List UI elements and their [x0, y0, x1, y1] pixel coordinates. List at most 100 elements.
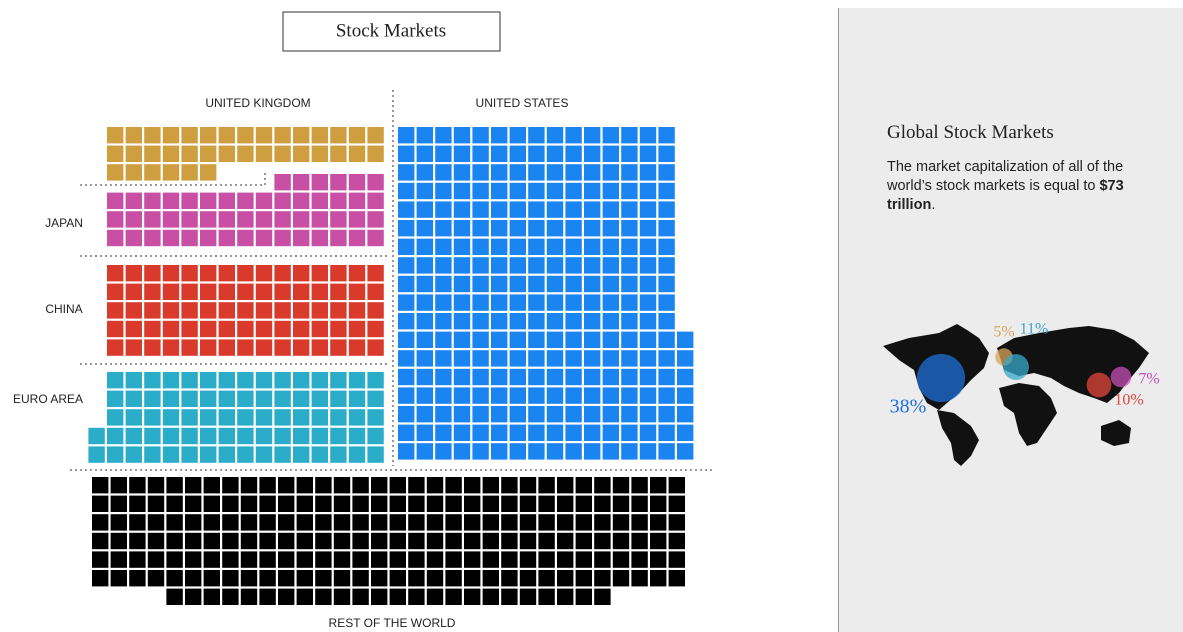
waffle-square: [352, 588, 369, 605]
waffle-square: [464, 551, 481, 568]
waffle-square: [348, 446, 366, 463]
waffle-square: [200, 265, 217, 282]
waffle-square: [631, 570, 648, 587]
waffle-square: [472, 201, 489, 218]
waffle-square: [296, 551, 313, 568]
waffle-square: [144, 302, 161, 319]
waffle-square: [584, 406, 601, 423]
waffle-square: [509, 257, 526, 274]
waffle-square: [144, 127, 161, 144]
waffle-square: [144, 229, 161, 247]
waffle-square: [519, 532, 537, 550]
waffle-square: [435, 350, 452, 367]
region-label: REST OF THE WORLD: [329, 616, 456, 630]
waffle-square: [453, 127, 471, 144]
waffle-square: [237, 446, 254, 463]
waffle-square: [259, 532, 276, 550]
waffle-square: [538, 551, 555, 568]
waffle-square: [181, 339, 198, 356]
waffle-square: [274, 302, 291, 319]
waffle-square: [107, 390, 124, 407]
waffle-square: [575, 514, 592, 531]
waffle-square: [185, 477, 202, 494]
waffle-square: [639, 443, 657, 460]
waffle-square: [162, 339, 180, 356]
waffle-square: [565, 368, 582, 386]
waffle-square: [274, 127, 291, 144]
waffle-square: [509, 313, 526, 330]
waffle-square: [240, 495, 258, 512]
waffle-square: [371, 551, 388, 568]
panel-title: Global Stock Markets: [887, 122, 1054, 143]
waffle-square: [315, 588, 332, 605]
waffle-square: [166, 514, 183, 531]
waffle-square: [416, 331, 433, 348]
waffle-square: [435, 406, 452, 423]
waffle-square: [658, 443, 675, 460]
waffle-square: [408, 477, 425, 494]
waffle-square: [240, 477, 258, 494]
waffle-square: [482, 532, 499, 550]
waffle-square: [255, 427, 273, 445]
waffle-square: [240, 570, 258, 587]
waffle-square: [162, 320, 180, 338]
waffle-square: [472, 164, 489, 181]
waffle-square: [575, 532, 592, 550]
waffle-square: [166, 495, 183, 512]
waffle-square: [584, 220, 601, 237]
waffle-square: [296, 532, 313, 550]
waffle-square: [426, 551, 444, 568]
waffle-square: [278, 514, 295, 531]
waffle-square: [565, 275, 582, 293]
waffle-square: [129, 551, 146, 568]
waffle-square: [557, 495, 574, 512]
waffle-square: [255, 211, 273, 228]
waffle-square: [453, 257, 471, 274]
waffle-square: [668, 570, 685, 587]
waffle-square: [621, 182, 638, 200]
waffle-square: [519, 570, 537, 587]
waffle-square: [584, 350, 601, 367]
waffle-square: [501, 570, 518, 587]
waffle-square: [218, 265, 235, 282]
waffle-square: [416, 201, 433, 218]
waffle-square: [200, 283, 217, 300]
waffle-square: [348, 427, 366, 445]
waffle-square: [639, 275, 657, 293]
waffle-square: [658, 257, 675, 274]
waffle-square: [528, 424, 545, 441]
waffle-square: [668, 551, 685, 568]
market-bubble: [1086, 372, 1112, 398]
waffle-square: [125, 265, 142, 282]
waffle-square: [546, 127, 564, 144]
waffle-square: [575, 551, 592, 568]
waffle-square: [330, 320, 347, 338]
waffle-square: [639, 238, 657, 255]
waffle-square: [274, 229, 291, 247]
waffle-square: [278, 551, 295, 568]
waffle-square: [677, 368, 694, 386]
waffle-square: [464, 514, 481, 531]
waffle-square: [200, 145, 217, 162]
waffle-square: [255, 302, 273, 319]
waffle-square: [398, 238, 415, 255]
waffle-square: [509, 406, 526, 423]
waffle-square: [278, 477, 295, 494]
region-label: EURO AREA: [13, 392, 83, 406]
waffle-square: [565, 238, 582, 255]
waffle-square: [453, 387, 471, 404]
waffle-square: [416, 294, 433, 311]
waffle-square: [367, 283, 384, 300]
waffle-square: [181, 446, 198, 463]
waffle-square: [274, 409, 291, 426]
waffle-square: [166, 588, 183, 605]
waffle-square: [528, 220, 545, 237]
waffle-square: [200, 320, 217, 338]
waffle-square: [181, 409, 198, 426]
waffle-square: [311, 265, 328, 282]
waffle-square: [348, 320, 366, 338]
waffle-square: [546, 350, 564, 367]
text-end: .: [931, 197, 936, 213]
waffle-square: [658, 387, 675, 404]
